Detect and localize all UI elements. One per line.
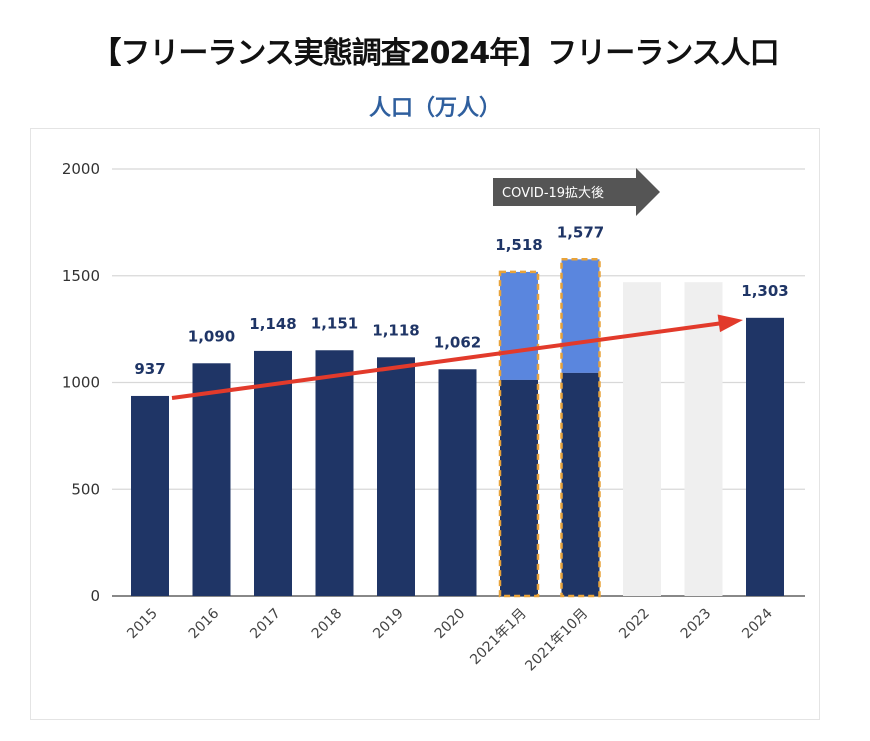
bar (561, 372, 600, 596)
x-tick-label: 2017 (247, 606, 284, 643)
bar (131, 395, 169, 596)
y-tick-label: 1500 (62, 267, 100, 285)
bar-covid-increase (500, 271, 538, 380)
bar (746, 317, 784, 596)
x-tick-label: 2019 (370, 606, 407, 643)
x-tick-label: 2024 (739, 605, 776, 642)
annotation-arrow-shape (493, 168, 660, 216)
y-tick-label: 0 (90, 587, 100, 605)
data-label: 1,062 (434, 333, 481, 351)
data-label: 1,518 (495, 236, 542, 254)
x-tick-label: 2015 (124, 606, 161, 643)
data-label: 1,090 (188, 327, 235, 345)
x-tick-label: 2018 (309, 606, 346, 643)
data-label: 937 (134, 360, 165, 378)
bar-muted (684, 282, 723, 596)
bar (377, 357, 415, 596)
bar (254, 350, 292, 596)
x-tick-label: 2020 (432, 606, 469, 643)
data-label: 1,148 (249, 315, 296, 333)
x-tick-label: 2016 (186, 605, 223, 642)
bar-muted (623, 282, 661, 596)
chart-title: 人口（万人） (368, 96, 501, 121)
annotation-label: COVID-19拡大後 (502, 186, 604, 201)
bar-covid-increase (561, 259, 600, 373)
x-tick-label: 2021年10月 (522, 606, 591, 675)
bar (500, 379, 538, 596)
bar-highlight-border (560, 258, 601, 598)
data-label: 1,577 (557, 223, 604, 241)
bar (438, 369, 477, 596)
data-label: 1,303 (741, 282, 788, 300)
data-label: 1,151 (311, 314, 358, 332)
x-tick-label: 2022 (616, 606, 653, 643)
x-tick-label: 2023 (678, 606, 715, 643)
bar (192, 363, 231, 596)
data-label: 1,118 (372, 321, 419, 339)
trend-arrow-head (717, 314, 743, 333)
y-tick-label: 500 (71, 480, 100, 498)
bar-highlight-border (498, 270, 540, 598)
y-tick-label: 2000 (62, 160, 100, 178)
x-tick-label: 2021年1月 (467, 606, 530, 669)
trend-arrow-line (171, 321, 724, 400)
bar (315, 350, 354, 596)
y-tick-label: 1000 (62, 374, 100, 392)
page-title: 【フリーランス実態調査2024年】フリーランス人口 (91, 36, 779, 71)
